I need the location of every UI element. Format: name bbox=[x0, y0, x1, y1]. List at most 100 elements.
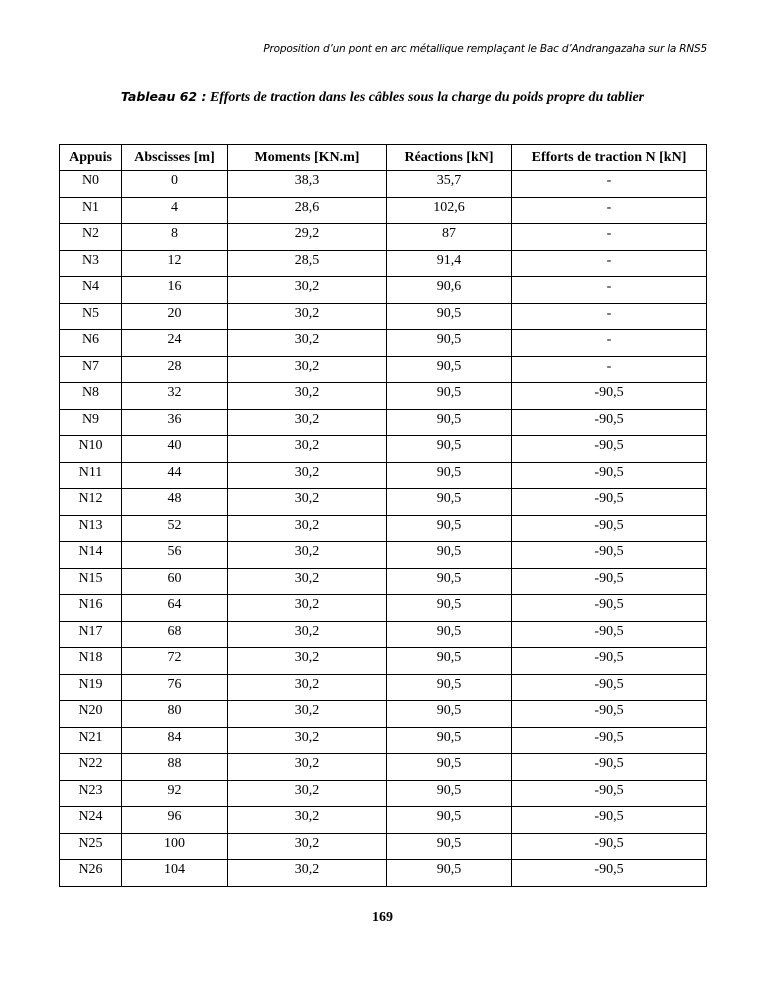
table-row: N2 8 29,2 87- bbox=[59, 223, 707, 251]
cell-appuis: N0 bbox=[59, 170, 122, 198]
cell-reactions: 90,5 bbox=[386, 620, 512, 648]
cell-reactions: 90,5 bbox=[386, 859, 512, 887]
cell-moments: 28,5 bbox=[227, 249, 387, 277]
cell-reactions: 90,5 bbox=[386, 673, 512, 701]
cell-appuis: N25 bbox=[59, 832, 122, 860]
cell-appuis: N24 bbox=[59, 806, 122, 834]
cell-abscisses: 96 bbox=[121, 806, 228, 834]
cell-reactions: 90,5 bbox=[386, 753, 512, 781]
table-row: N8 32 30,2 90,5 -90,5 bbox=[59, 382, 707, 410]
table-caption: Tableau 62 : Efforts de traction dans le… bbox=[0, 89, 765, 106]
cell-abscisses: 60 bbox=[121, 567, 228, 595]
cell-abscisses: 80 bbox=[121, 700, 228, 728]
cell-appuis: N18 bbox=[59, 647, 122, 675]
cell-abscisses: 88 bbox=[121, 753, 228, 781]
cell-moments: 30,2 bbox=[227, 673, 387, 701]
cell-appuis: N10 bbox=[59, 435, 122, 463]
cell-efforts: -90,5 bbox=[511, 461, 707, 489]
cell-efforts: - bbox=[511, 196, 707, 224]
cell-abscisses: 100 bbox=[121, 832, 228, 860]
header-appuis: Appuis bbox=[59, 144, 122, 171]
cell-reactions: 90,5 bbox=[386, 832, 512, 860]
cell-appuis: N23 bbox=[59, 779, 122, 807]
cell-moments: 30,2 bbox=[227, 276, 387, 304]
cell-reactions: 90,5 bbox=[386, 408, 512, 436]
cell-reactions: 90,5 bbox=[386, 488, 512, 516]
table-row: N9 36 30,2 90,5 -90,5 bbox=[59, 408, 707, 436]
cell-efforts: -90,5 bbox=[511, 408, 707, 436]
running-header: Proposition d’un pont en arc métallique … bbox=[263, 43, 707, 55]
cell-efforts: - bbox=[511, 276, 707, 304]
cell-abscisses: 68 bbox=[121, 620, 228, 648]
table-row: N13 52 30,2 90,5 -90,5 bbox=[59, 514, 707, 542]
table-row: N21 84 30,2 90,5 -90,5 bbox=[59, 726, 707, 754]
table-row: N26 104 30,2 90,5 -90,5 bbox=[59, 859, 707, 887]
cell-moments: 30,2 bbox=[227, 408, 387, 436]
cell-moments: 28,6 bbox=[227, 196, 387, 224]
cell-abscisses: 36 bbox=[121, 408, 228, 436]
cell-appuis: N12 bbox=[59, 488, 122, 516]
cell-efforts: -90,5 bbox=[511, 594, 707, 622]
cell-reactions: 35,7 bbox=[386, 170, 512, 198]
cell-reactions: 90,5 bbox=[386, 435, 512, 463]
table-row: N22 88 30,2 90,5 -90,5 bbox=[59, 753, 707, 781]
cell-efforts: -90,5 bbox=[511, 726, 707, 754]
cell-efforts: -90,5 bbox=[511, 620, 707, 648]
cell-efforts: -90,5 bbox=[511, 514, 707, 542]
cell-abscisses: 4 bbox=[121, 196, 228, 224]
traction-table: Appuis Abscisses [m] Moments [KN.m] Réac… bbox=[59, 144, 707, 887]
cell-reactions: 90,5 bbox=[386, 806, 512, 834]
table-row: N11 44 30,2 90,5 -90,5 bbox=[59, 461, 707, 489]
cell-moments: 30,2 bbox=[227, 726, 387, 754]
cell-reactions: 90,5 bbox=[386, 355, 512, 383]
cell-appuis: N22 bbox=[59, 753, 122, 781]
cell-appuis: N9 bbox=[59, 408, 122, 436]
table-row: N3 12 28,5 91,4- bbox=[59, 249, 707, 277]
cell-efforts: -90,5 bbox=[511, 435, 707, 463]
cell-abscisses: 32 bbox=[121, 382, 228, 410]
cell-efforts: -90,5 bbox=[511, 700, 707, 728]
cell-abscisses: 12 bbox=[121, 249, 228, 277]
cell-abscisses: 76 bbox=[121, 673, 228, 701]
cell-efforts: -90,5 bbox=[511, 806, 707, 834]
cell-appuis: N8 bbox=[59, 382, 122, 410]
table-row: N14 56 30,2 90,5 -90,5 bbox=[59, 541, 707, 569]
cell-reactions: 90,5 bbox=[386, 726, 512, 754]
cell-efforts: -90,5 bbox=[511, 832, 707, 860]
cell-abscisses: 20 bbox=[121, 302, 228, 330]
cell-efforts: -90,5 bbox=[511, 541, 707, 569]
cell-appuis: N1 bbox=[59, 196, 122, 224]
cell-efforts: -90,5 bbox=[511, 859, 707, 887]
cell-abscisses: 0 bbox=[121, 170, 228, 198]
cell-moments: 30,2 bbox=[227, 806, 387, 834]
cell-appuis: N6 bbox=[59, 329, 122, 357]
table-row: N16 64 30,2 90,5 -90,5 bbox=[59, 594, 707, 622]
header-abscisses: Abscisses [m] bbox=[121, 144, 228, 171]
cell-reactions: 90,5 bbox=[386, 594, 512, 622]
caption-label: Tableau 62 : bbox=[120, 89, 207, 104]
cell-abscisses: 92 bbox=[121, 779, 228, 807]
cell-abscisses: 56 bbox=[121, 541, 228, 569]
cell-moments: 30,2 bbox=[227, 753, 387, 781]
table-row: N25 100 30,2 90,5 -90,5 bbox=[59, 832, 707, 860]
cell-efforts: - bbox=[511, 329, 707, 357]
cell-abscisses: 48 bbox=[121, 488, 228, 516]
page-number: 169 bbox=[372, 910, 393, 925]
cell-reactions: 90,5 bbox=[386, 647, 512, 675]
cell-moments: 30,2 bbox=[227, 355, 387, 383]
cell-moments: 30,2 bbox=[227, 541, 387, 569]
cell-abscisses: 84 bbox=[121, 726, 228, 754]
cell-reactions: 87 bbox=[386, 223, 512, 251]
cell-appuis: N16 bbox=[59, 594, 122, 622]
table-row: N7 28 30,2 90,5- bbox=[59, 355, 707, 383]
cell-efforts: -90,5 bbox=[511, 673, 707, 701]
cell-moments: 30,2 bbox=[227, 435, 387, 463]
cell-efforts: -90,5 bbox=[511, 779, 707, 807]
table-row: N17 68 30,2 90,5 -90,5 bbox=[59, 620, 707, 648]
cell-efforts: - bbox=[511, 355, 707, 383]
cell-moments: 30,2 bbox=[227, 514, 387, 542]
cell-appuis: N2 bbox=[59, 223, 122, 251]
table-row: N20 80 30,2 90,5 -90,5 bbox=[59, 700, 707, 728]
cell-moments: 30,2 bbox=[227, 302, 387, 330]
cell-abscisses: 52 bbox=[121, 514, 228, 542]
